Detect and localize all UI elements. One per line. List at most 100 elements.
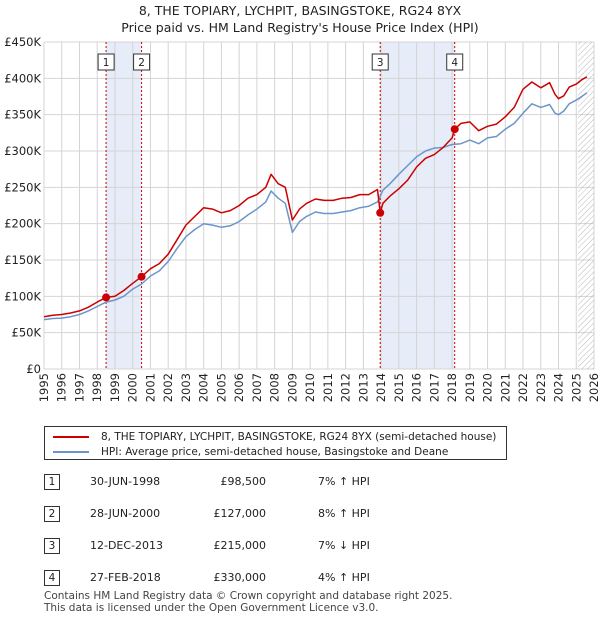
- property-price-line: [43, 76, 588, 318]
- transaction-badge: 2: [44, 506, 60, 522]
- x-tick-label: 2026: [587, 373, 600, 402]
- sale-point: [450, 125, 459, 134]
- x-tick-label: 2010: [303, 373, 317, 402]
- sale-badge: 4: [446, 53, 464, 71]
- x-tick-label: 2016: [410, 373, 424, 402]
- shading-layer: [44, 42, 594, 369]
- x-tick-label: 2003: [179, 373, 193, 402]
- x-tick-label: 1995: [37, 373, 51, 402]
- transaction-row: 3 12-DEC-2013 £215,000 7% ↓ HPI: [44, 538, 464, 556]
- sale-period-band: [106, 42, 142, 369]
- legend-item-hpi: HPI: Average price, semi-detached house,…: [53, 445, 448, 459]
- x-tick-label: 2005: [214, 373, 228, 402]
- sale-badge-number: 1: [103, 57, 110, 69]
- sale-badge: 2: [133, 53, 151, 71]
- legend-label-hpi: HPI: Average price, semi-detached house,…: [101, 446, 449, 458]
- x-tick-label: 2006: [232, 373, 246, 402]
- sale-period-band: [380, 42, 455, 369]
- sale-badges: 1 2 3 4: [97, 53, 464, 71]
- transaction-price: £215,000: [213, 539, 267, 552]
- sale-badge-box: [371, 53, 389, 71]
- x-tick-label: 2011: [321, 373, 335, 402]
- x-tick-label: 2015: [392, 373, 406, 402]
- axis-layer: £0 £50K £100K £150K £200K £250K £300K £350K £400…: [4, 35, 600, 402]
- transaction-price: £98,500: [220, 475, 267, 488]
- y-tick-label: £100K: [4, 289, 41, 303]
- y-tick-label: £200K: [4, 217, 41, 231]
- x-tick-label: 2020: [481, 373, 495, 402]
- transaction-hpi: 7% ↓ HPI: [318, 539, 370, 552]
- transaction-date: 12-DEC-2013: [90, 539, 164, 552]
- footer: Contains HM Land Registry data © Crown c…: [44, 590, 452, 614]
- x-tick-label: 2025: [569, 373, 583, 402]
- sale-badge-box: [133, 53, 151, 71]
- legend-label-property: 8, THE TOPIARY, LYCHPIT, BASINGSTOKE, RG…: [101, 431, 497, 443]
- transaction-date: 28-JUN-2000: [90, 507, 161, 520]
- x-tick-label: 2017: [427, 373, 441, 402]
- x-tick-label: 2002: [161, 373, 175, 402]
- legend-item-property: 8, THE TOPIARY, LYCHPIT, BASINGSTOKE, RG…: [53, 430, 496, 444]
- sale-marker-lines: [105, 42, 456, 369]
- transaction-hpi: 7% ↑ HPI: [318, 475, 370, 488]
- x-tick-label: 2007: [250, 373, 264, 402]
- x-tick-label: 2000: [126, 373, 140, 402]
- transaction-hpi: 4% ↑ HPI: [318, 571, 370, 584]
- forecast-region: [578, 42, 594, 369]
- y-tick-label: £150K: [4, 253, 41, 267]
- x-tick-label: 2022: [516, 373, 530, 402]
- transaction-date: 30-JUN-1998: [90, 475, 161, 488]
- x-tick-label: 2012: [339, 373, 353, 402]
- chart-title-block: 8, THE TOPIARY, LYCHPIT, BASINGSTOKE, RG…: [0, 2, 600, 36]
- series-layer: [43, 76, 588, 321]
- legend-swatch-property: [53, 436, 89, 438]
- legend-swatch-hpi: [53, 451, 89, 453]
- y-tick-label: £50K: [12, 326, 42, 340]
- sale-points: [102, 125, 459, 302]
- sale-badge: 1: [97, 53, 115, 71]
- x-tick-label: 2008: [268, 373, 282, 402]
- y-tick-label: £300K: [4, 144, 41, 158]
- x-tick-label: 2013: [356, 373, 370, 402]
- transaction-row: 1 30-JUN-1998 £98,500 7% ↑ HPI: [44, 474, 464, 492]
- transaction-badge: 1: [44, 474, 60, 490]
- x-tick-label: 2021: [498, 373, 512, 402]
- x-tick-label: 2019: [463, 373, 477, 402]
- hpi-line: [43, 92, 588, 321]
- grid-layer: [43, 41, 595, 370]
- y-tick-label: £0: [26, 362, 41, 376]
- forecast-layer: [578, 42, 594, 369]
- x-tick-label: 2023: [534, 373, 548, 402]
- x-tick-label: 2001: [143, 373, 157, 402]
- transaction-badge: 3: [44, 538, 60, 554]
- footer-licence: This data is licensed under the Open Gov…: [44, 602, 379, 614]
- x-tick-label: 1998: [90, 373, 104, 402]
- sale-badge-box: [97, 53, 115, 71]
- legend: 8, THE TOPIARY, LYCHPIT, BASINGSTOKE, RG…: [44, 426, 507, 460]
- price-chart: 1 2 3 4 £0 £50K £100K £150K £200K £250K £300K £350…: [4, 35, 600, 402]
- x-tick-label: 2018: [445, 373, 459, 402]
- x-tick-label: 1997: [72, 373, 86, 402]
- transaction-row: 4 27-FEB-2018 £330,000 4% ↑ HPI: [44, 570, 464, 588]
- footer-copyright: Contains HM Land Registry data © Crown c…: [44, 590, 453, 602]
- y-tick-label: £450K: [4, 35, 41, 49]
- sale-badge-number: 4: [451, 57, 458, 69]
- y-tick-label: £350K: [4, 108, 41, 122]
- transaction-row: 2 28-JUN-2000 £127,000 8% ↑ HPI: [44, 506, 464, 524]
- x-tick-label: 1999: [108, 373, 122, 402]
- sale-badge-box: [446, 53, 464, 71]
- x-tick-label: 2024: [552, 373, 566, 402]
- transaction-price: £330,000: [213, 571, 267, 584]
- transaction-hpi: 8% ↑ HPI: [318, 507, 370, 520]
- x-tick-label: 2009: [285, 373, 299, 402]
- x-tick-label: 2004: [197, 373, 211, 402]
- transaction-badge: 4: [44, 570, 60, 586]
- y-tick-label: £250K: [4, 180, 41, 194]
- x-tick-label: 1996: [55, 373, 69, 402]
- transaction-price: £127,000: [213, 507, 267, 520]
- transaction-date: 27-FEB-2018: [90, 571, 161, 584]
- sale-point: [137, 272, 146, 281]
- chart-title: 8, THE TOPIARY, LYCHPIT, BASINGSTOKE, RG…: [138, 3, 462, 18]
- sale-badge: 3: [371, 53, 389, 71]
- sale-badge-number: 3: [377, 57, 384, 69]
- chart-subtitle: Price paid vs. HM Land Registry's House …: [121, 20, 479, 35]
